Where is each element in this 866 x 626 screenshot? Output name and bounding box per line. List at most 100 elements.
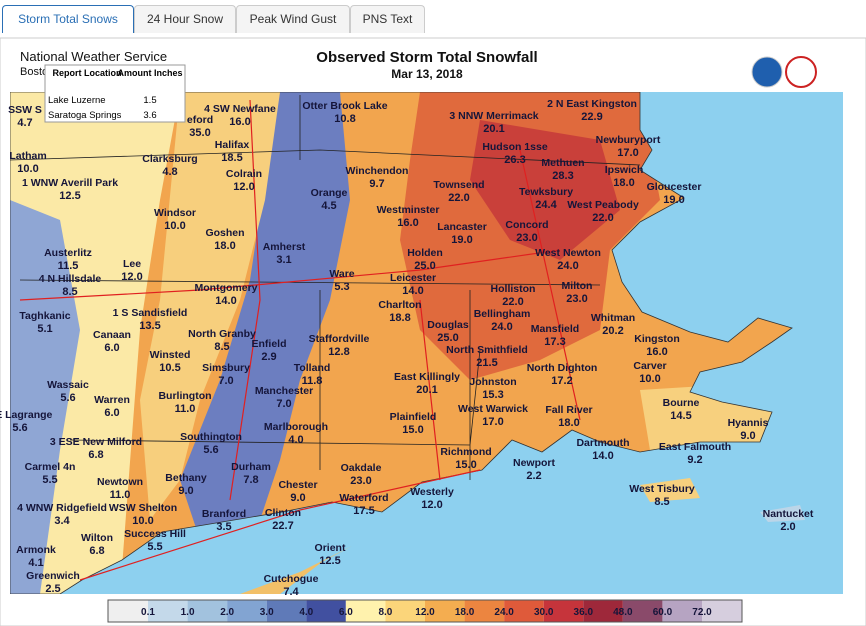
station-name: Amherst [263,241,306,253]
legend-swatch [385,600,425,622]
station-name: Kingston [634,333,680,345]
office: Bosto [20,66,48,78]
station-name: North Granby [188,328,256,340]
station-value: 17.0 [482,416,503,428]
station-value: 13.5 [139,320,160,332]
station-name: Enfield [251,338,286,350]
legend-label: 1.0 [181,607,195,618]
map-date: Mar 13, 2018 [391,67,463,81]
legend-label: 30.0 [534,607,554,618]
station-name: Gloucester [647,181,702,193]
legend-label: 2.0 [220,607,234,618]
station-value: 22.0 [448,192,469,204]
station-name: Bethany [165,472,207,484]
station-name: Holliston [491,283,536,295]
legend-swatch [345,600,386,622]
station-value: 18.0 [214,240,235,252]
station-name: Clarksburg [142,153,197,165]
tab[interactable]: Storm Total Snows [2,5,134,33]
station-name: Holden [407,247,443,259]
station-name: Orange [311,187,348,199]
station-name: West Tisbury [629,483,695,495]
popup-header: Amount Inches [117,68,182,78]
legend-label: 24.0 [494,607,514,618]
station-name: 4 SW Newfane [204,103,276,115]
station-name: Clinton [265,507,301,519]
tab[interactable]: PNS Text [350,5,425,33]
map-title: Observed Storm Total Snowfall [316,49,537,66]
station-name: 4 N Hillsdale [39,273,102,285]
station-value: 12.0 [121,271,142,283]
tab[interactable]: Peak Wind Gust [236,5,350,33]
station-name: Lancaster [437,221,487,233]
agency: National Weather Service [20,49,167,64]
station-value: 23.0 [566,293,587,305]
popup-cell: 3.6 [143,110,156,121]
station-value: 5.6 [12,422,27,434]
legend-label: 4.0 [299,607,313,618]
station-value: 10.8 [334,113,355,125]
station-name: Latham [9,150,46,162]
station-value: 3.4 [54,515,70,527]
station-value: 9.0 [290,492,305,504]
station-value: 10.0 [164,220,185,232]
station-value: 19.0 [663,194,684,206]
popup-cell: Saratoga Springs [48,110,122,121]
station-name: Milton [562,280,593,292]
station-name: 2 N East Kingston [547,98,637,110]
station-value: 2.5 [45,583,60,595]
station-name: Staffordville [309,333,370,345]
station-value: 4.1 [28,557,43,569]
station-value: 25.0 [437,332,458,344]
station-value: 2.2 [526,470,541,482]
legend-swatch [662,600,702,622]
station-name: Taghkanic [19,310,70,322]
legend-label: 3.0 [260,607,274,618]
station-value: 14.5 [670,410,691,422]
station-name: Austerlitz [44,247,92,259]
station-name: North Dighton [527,362,598,374]
station-value: 8.5 [62,286,77,298]
map-panel: National Weather Service Bosto Observed … [0,37,866,626]
station-value: 6.0 [104,407,119,419]
tab[interactable]: 24 Hour Snow [134,5,236,33]
station-value: 2.0 [780,521,795,533]
popup-header: Report Location [53,68,122,78]
station-value: 9.2 [687,454,702,466]
legend-label: 8.0 [378,607,392,618]
station-value: 5.6 [203,444,218,456]
station-name: Newburyport [596,134,661,146]
station-value: 18.0 [558,417,579,429]
station-name: Tewksbury [519,186,573,198]
station-value: 22.7 [272,520,293,532]
station-name: 1 S Sandisfield [113,307,188,319]
station-value: 9.0 [740,430,755,442]
station-value: 4.8 [162,166,177,178]
legend-swatch [187,600,228,622]
station-value: 11.0 [110,489,131,501]
station-name: Johnston [469,376,516,388]
legend-swatch [227,600,267,622]
station-value: 22.0 [502,296,523,308]
station-value: 6.8 [88,449,103,461]
station-value: 21.5 [476,357,497,369]
legend-label: 0.1 [141,607,155,618]
station-value: 11.5 [58,260,79,272]
station-value: 19.0 [451,234,472,246]
legend-swatch [108,600,148,622]
station-name: Westminster [377,204,440,216]
station-name: Oakdale [341,462,382,474]
station-value: 25.0 [414,260,435,272]
legend-swatch [543,600,584,622]
station-value: 5.1 [37,323,52,335]
map [10,92,843,594]
legend-label: 18.0 [455,607,475,618]
station-value: 10.0 [17,163,38,175]
station-name: West Warwick [458,403,528,415]
station-value: 20.1 [483,123,504,135]
station-name: NE Lagrange [0,409,53,421]
station-name: Nantucket [763,508,814,520]
station-name: East Killingly [394,371,460,383]
station-name: Chester [278,479,317,491]
nws-logo [785,56,817,88]
